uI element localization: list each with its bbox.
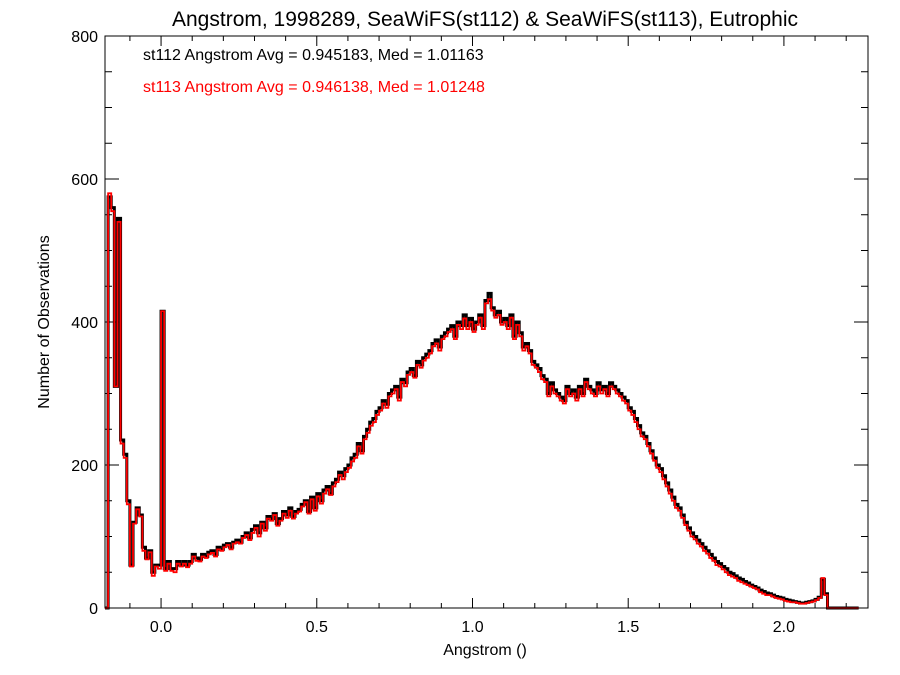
y-tick-label: 600 bbox=[71, 172, 98, 189]
annotation-st112: st112 Angstrom Avg = 0.945183, Med = 1.0… bbox=[143, 47, 484, 64]
x-tick-label: 1.0 bbox=[461, 619, 483, 636]
x-tick-label: 0.0 bbox=[150, 619, 172, 636]
series-layer bbox=[105, 192, 859, 610]
y-tick-label: 800 bbox=[71, 29, 98, 46]
chart-title: Angstrom, 1998289, SeaWiFS(st112) & SeaW… bbox=[172, 8, 798, 31]
y-tick-label: 0 bbox=[89, 601, 98, 618]
x-tick-label: 1.5 bbox=[617, 619, 639, 636]
axis-ticks: 0.0 0.5 1.0 1.5 2.0 0 200 400 600 800 bbox=[71, 29, 868, 636]
y-axis-label: Number of Observations bbox=[36, 235, 53, 408]
plot-frame bbox=[104, 35, 869, 609]
series-st113 bbox=[105, 192, 859, 609]
x-tick-label: 0.5 bbox=[306, 619, 328, 636]
annotation-st113: st113 Angstrom Avg = 0.946138, Med = 1.0… bbox=[143, 79, 485, 96]
y-tick-label: 400 bbox=[71, 315, 98, 332]
y-tick-label: 200 bbox=[71, 458, 98, 475]
x-tick-label: 2.0 bbox=[773, 619, 795, 636]
x-axis-label: Angstrom () bbox=[443, 642, 527, 659]
